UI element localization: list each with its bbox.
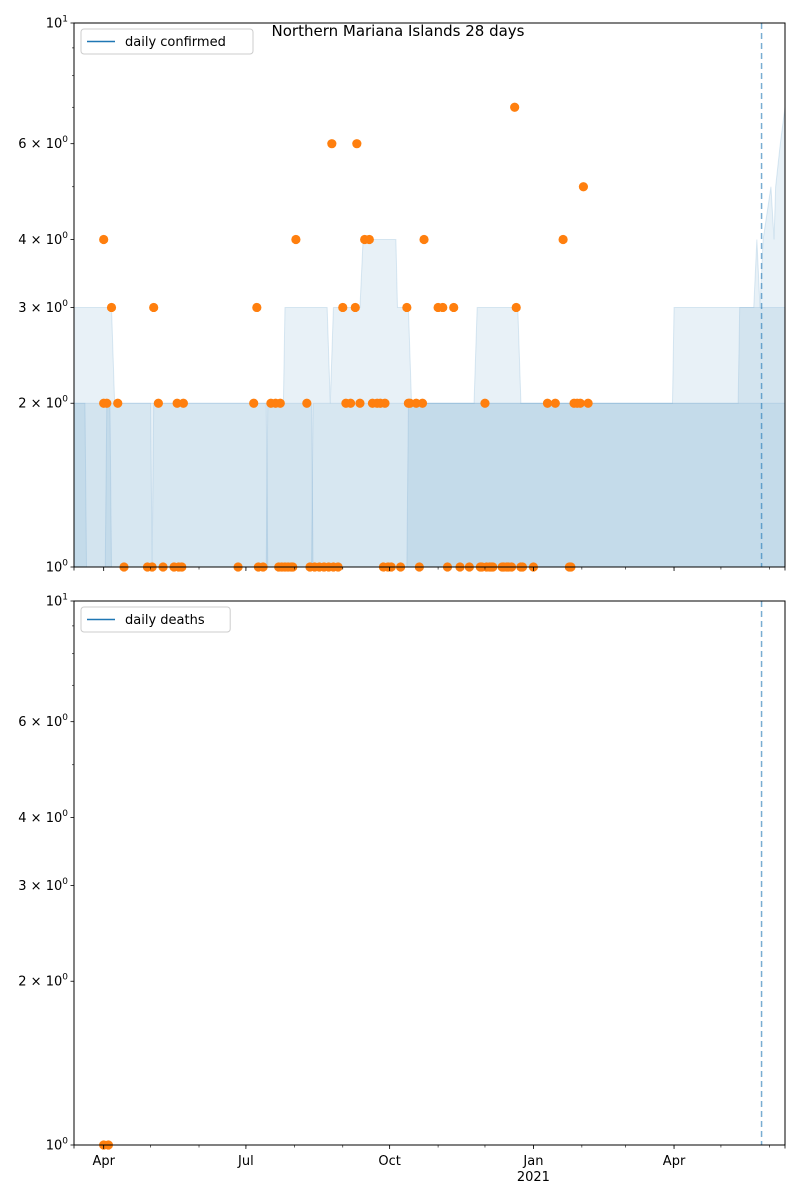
data-point [542,398,553,408]
data-point [364,234,374,245]
band-inner [74,402,785,567]
x-tick-label: Jan [522,1154,543,1169]
legend: daily deaths [80,606,231,633]
legend-box [80,28,254,55]
plot-area [74,23,785,567]
x-tick-label: Apr [663,1154,686,1169]
data-point [575,398,585,408]
y-tick-label: 3 × 100 [18,877,68,894]
y-tick-label: 101 [46,593,68,610]
legend-label: daily confirmed [125,35,226,50]
data-point [338,302,348,313]
data-point [355,398,365,408]
data-point [583,398,593,408]
y-tick-label: 101 [46,15,68,32]
legend-label: daily deaths [125,613,205,628]
data-point [291,234,301,245]
y-tick-label: 3 × 100 [18,299,68,316]
data-point [578,182,589,192]
data-point [99,234,109,245]
band-middle [74,306,785,567]
data-point [449,302,459,313]
data-point [302,398,312,408]
y-tick-label: 2 × 100 [18,973,68,990]
data-point [402,302,412,313]
data-point [350,302,360,313]
data-point [106,302,117,313]
data-point [352,139,362,149]
band-outer [74,107,785,567]
x-tick-label: Jul [237,1154,254,1169]
data-point [252,302,262,313]
y-tick-label: 6 × 100 [18,135,68,152]
data-point [345,398,356,408]
y-tick-label: 100 [46,1137,69,1154]
data-point [149,302,159,313]
data-point [419,234,429,245]
x-tick-sublabel: 2021 [517,1170,550,1185]
legend: daily confirmed [80,28,254,55]
data-point [113,398,123,408]
data-point [102,398,112,408]
data-point [380,398,390,408]
data-point [327,139,337,149]
data-point [558,234,568,245]
y-tick-label: 4 × 100 [18,231,68,248]
y-tick-label: 6 × 100 [18,713,68,730]
data-point [550,398,560,408]
data-point [438,302,448,313]
y-tick-label: 4 × 100 [18,809,68,826]
data-point [249,398,259,408]
data-point [510,102,520,112]
axes-frame [73,600,786,1146]
data-point [511,302,521,313]
y-tick-label: 2 × 100 [18,395,68,412]
data-point [153,398,163,408]
axes-frame [73,22,786,568]
data-point [417,398,428,408]
x-tick-label: Oct [378,1154,400,1169]
data-point [178,398,188,408]
data-point [275,398,285,408]
legend-box [80,606,231,633]
confirmed-panel: 100 2 × 100 3 × 100 4 × 100 6 × 100 101 daily … [18,15,786,576]
y-tick-label: 100 [46,559,69,576]
figure-title: Northern Mariana Islands 28 days [272,22,525,40]
data-point [480,398,490,408]
x-tick-label: Apr [92,1154,115,1169]
deaths-panel: 100 2 × 100 3 × 100 4 × 100 6 × 100 101 Apr Jul… [18,593,786,1185]
